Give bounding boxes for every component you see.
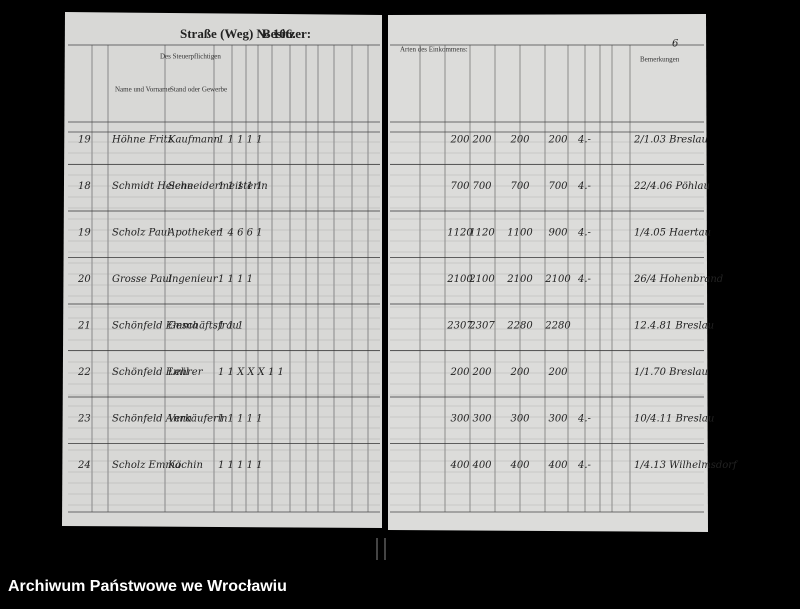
amount: 400 [547, 460, 568, 471]
remark: 2/1.03 Breslau [633, 135, 708, 146]
amount: 2307 [468, 321, 495, 332]
amount: 700 [450, 181, 470, 192]
amount: 700 [510, 181, 530, 192]
amount: 200 [471, 367, 492, 378]
marks: 1 1 1 1 1 [218, 181, 263, 192]
left-sheet [62, 12, 382, 528]
amount: 300 [472, 414, 492, 425]
amount: 700 [548, 181, 568, 192]
tax: 4.- [577, 181, 592, 192]
marks: 1 1 1 1 1 [218, 135, 263, 146]
amount: 200 [547, 135, 568, 146]
heading: Name und Vorname [115, 86, 171, 94]
remark: 1/4.05 Haertau [634, 228, 711, 239]
marks: 1 1 1 1 1 [218, 460, 263, 471]
marks: 1 1 1 1 1 [218, 414, 263, 425]
caption: Archiwum Państwowe we Wrocławiu [8, 578, 287, 595]
amount: 200 [449, 135, 470, 146]
row-number: 22 [77, 367, 91, 378]
remark: 1/1.70 Breslau [634, 367, 708, 378]
row-number: 19 [78, 228, 91, 239]
amount: 2307 [446, 321, 473, 332]
remark: 22/4.06 Pöhlau [633, 181, 710, 192]
amount: 200 [509, 367, 530, 378]
name: Scholz Emma [112, 460, 181, 471]
owner-label: Besitzer: [262, 26, 311, 41]
name: Grosse Paul [112, 274, 172, 285]
amount: 300 [510, 414, 530, 425]
name: Höhne Fritz [111, 135, 174, 146]
amount: 2280 [506, 321, 533, 332]
occupation: Köchin [167, 460, 203, 471]
tax: 4.- [577, 460, 592, 471]
row-number: 18 [78, 181, 91, 192]
remark: 12.4.81 Breslau [634, 321, 714, 332]
remark: 10/4.11 Breslau [634, 414, 714, 425]
occupation: Lehrer [167, 367, 204, 378]
heading: Arten des Einkommens: [400, 46, 468, 54]
amount: 200 [547, 367, 568, 378]
occupation: Ingenieur [167, 274, 219, 285]
amount: 2100 [544, 274, 571, 285]
name: Schönfeld Anna [112, 414, 192, 425]
amount: 2280 [544, 321, 571, 332]
heading: Des Steuerpflichtigen [160, 53, 221, 61]
amount: 2100 [446, 274, 473, 285]
tax: 4.- [577, 228, 592, 239]
name: Schönfeld Emil [112, 367, 189, 378]
marks: 1 1 1 [218, 321, 243, 332]
remark: 26/4 Hohenbrand [633, 274, 723, 285]
tax: 4.- [577, 414, 592, 425]
occupation: Apotheker [167, 228, 222, 239]
amount: 200 [449, 367, 470, 378]
amount: 900 [548, 228, 568, 239]
amount: 1120 [447, 228, 473, 239]
occupation: Kaufmann [167, 135, 220, 146]
row-number: 20 [77, 274, 91, 285]
amount: 400 [509, 460, 530, 471]
amount: 200 [509, 135, 530, 146]
amount: 1120 [469, 228, 495, 239]
occupation: Geschäftsfrau [168, 321, 239, 332]
page-number: 6 [672, 39, 679, 50]
row-number: 21 [77, 321, 91, 332]
street-title: Straße (Weg) № 106. [180, 26, 296, 41]
marks: 1 1 X X X 1 1 [218, 367, 284, 378]
row-number: 19 [78, 135, 91, 146]
amount: 400 [449, 460, 470, 471]
right-sheet [388, 14, 708, 532]
remark: 1/4.13 Wilhelmsdorf [634, 460, 739, 471]
scan: Straße (Weg) № 106. Besitzer: Des Steuer… [62, 12, 740, 560]
amount: 300 [548, 414, 568, 425]
occupation: Schneidermeisterin [168, 181, 268, 192]
amount: 400 [471, 460, 492, 471]
heading: Stand oder Gewerbe [170, 86, 227, 94]
amount: 700 [472, 181, 492, 192]
row-number: 24 [77, 460, 91, 471]
name: Schmidt Helene [112, 181, 193, 192]
amount: 1100 [507, 228, 533, 239]
grid [68, 44, 704, 513]
amount: 300 [450, 414, 470, 425]
heading: Bemerkungen [640, 56, 680, 64]
marks: 1 1 1 1 [218, 274, 253, 285]
name: Schönfeld Emma [112, 321, 198, 332]
amount: 2100 [506, 274, 533, 285]
tax: 4.- [577, 274, 592, 285]
name: Scholz Paul [112, 228, 170, 239]
amount: 2100 [468, 274, 495, 285]
tax: 4.- [577, 135, 592, 146]
marks: 1 4 6 6 1 [218, 228, 263, 239]
amount: 200 [471, 135, 492, 146]
occupation: Verkäuferin [168, 414, 228, 425]
row-number: 23 [77, 414, 91, 425]
